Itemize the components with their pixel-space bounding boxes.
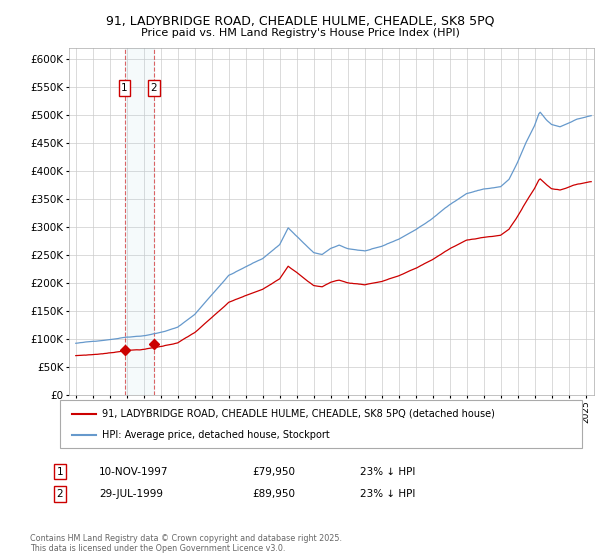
Text: 2: 2 xyxy=(56,489,64,499)
Bar xyxy=(125,48,154,395)
Text: 2: 2 xyxy=(150,83,157,93)
Text: Contains HM Land Registry data © Crown copyright and database right 2025.
This d: Contains HM Land Registry data © Crown c… xyxy=(30,534,342,553)
Text: £89,950: £89,950 xyxy=(252,489,295,499)
Text: 29-JUL-1999: 29-JUL-1999 xyxy=(99,489,163,499)
Text: 23% ↓ HPI: 23% ↓ HPI xyxy=(360,489,415,499)
Text: £79,950: £79,950 xyxy=(252,466,295,477)
Text: Price paid vs. HM Land Registry's House Price Index (HPI): Price paid vs. HM Land Registry's House … xyxy=(140,28,460,38)
Text: 91, LADYBRIDGE ROAD, CHEADLE HULME, CHEADLE, SK8 5PQ: 91, LADYBRIDGE ROAD, CHEADLE HULME, CHEA… xyxy=(106,14,494,27)
Text: 91, LADYBRIDGE ROAD, CHEADLE HULME, CHEADLE, SK8 5PQ (detached house): 91, LADYBRIDGE ROAD, CHEADLE HULME, CHEA… xyxy=(102,409,495,419)
Text: HPI: Average price, detached house, Stockport: HPI: Average price, detached house, Stoc… xyxy=(102,430,330,440)
Text: 1: 1 xyxy=(56,466,64,477)
Text: 1: 1 xyxy=(121,83,128,93)
Text: 23% ↓ HPI: 23% ↓ HPI xyxy=(360,466,415,477)
Text: 10-NOV-1997: 10-NOV-1997 xyxy=(99,466,169,477)
